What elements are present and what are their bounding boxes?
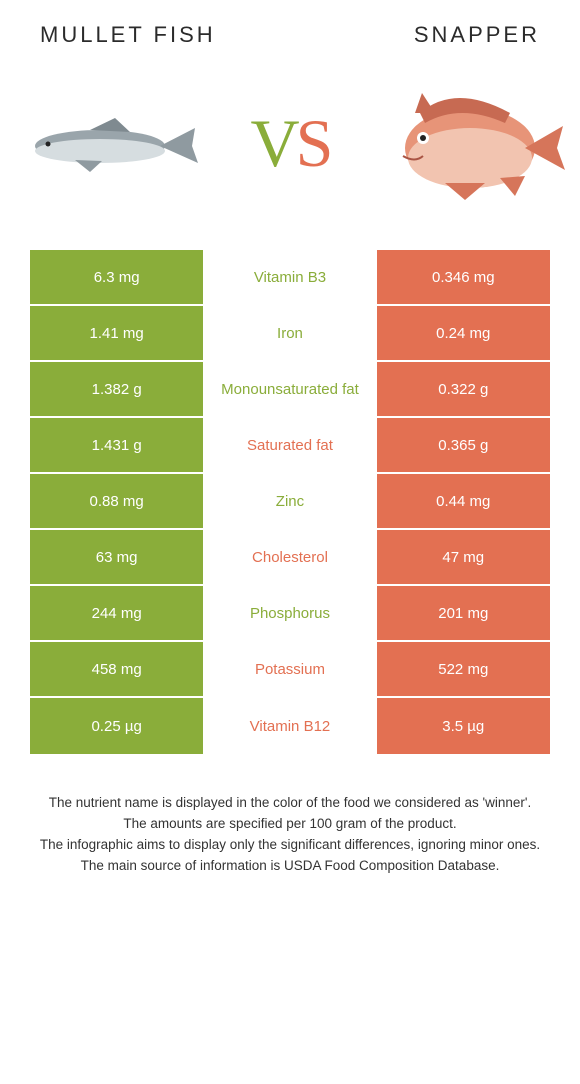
right-value-cell: 0.44 mg [377, 474, 550, 528]
footer-line-4: The main source of information is USDA F… [26, 857, 554, 876]
right-value-cell: 201 mg [377, 586, 550, 640]
nutrient-label-cell: Monounsaturated fat [203, 362, 376, 416]
table-row: 244 mgPhosphorus201 mg [30, 586, 550, 642]
header: Mullet fish Snapper [0, 0, 580, 58]
nutrient-label-cell: Saturated fat [203, 418, 376, 472]
right-food-title: Snapper [414, 22, 540, 48]
right-value-cell: 0.365 g [377, 418, 550, 472]
nutrient-label-cell: Vitamin B12 [203, 698, 376, 754]
left-value-cell: 458 mg [30, 642, 203, 696]
table-row: 63 mgCholesterol47 mg [30, 530, 550, 586]
nutrient-label-cell: Potassium [203, 642, 376, 696]
vs-label: VS [251, 104, 330, 183]
table-row: 0.25 µgVitamin B123.5 µg [30, 698, 550, 754]
right-value-cell: 0.346 mg [377, 250, 550, 304]
nutrient-label-cell: Vitamin B3 [203, 250, 376, 304]
right-value-cell: 522 mg [377, 642, 550, 696]
nutrient-label-cell: Iron [203, 306, 376, 360]
left-value-cell: 6.3 mg [30, 250, 203, 304]
mullet-fish-image [15, 78, 205, 208]
left-value-cell: 244 mg [30, 586, 203, 640]
nutrient-label-cell: Zinc [203, 474, 376, 528]
table-row: 1.41 mgIron0.24 mg [30, 306, 550, 362]
right-value-cell: 3.5 µg [377, 698, 550, 754]
footer-line-1: The nutrient name is displayed in the co… [26, 794, 554, 813]
right-value-cell: 47 mg [377, 530, 550, 584]
left-value-cell: 1.41 mg [30, 306, 203, 360]
footer-line-3: The infographic aims to display only the… [26, 836, 554, 855]
table-row: 1.382 gMonounsaturated fat0.322 g [30, 362, 550, 418]
table-row: 458 mgPotassium522 mg [30, 642, 550, 698]
left-value-cell: 1.431 g [30, 418, 203, 472]
vs-s-letter: S [296, 105, 330, 181]
right-value-cell: 0.322 g [377, 362, 550, 416]
table-row: 6.3 mgVitamin B30.346 mg [30, 250, 550, 306]
nutrient-comparison-table: 6.3 mgVitamin B30.346 mg1.41 mgIron0.24 … [28, 248, 552, 756]
left-value-cell: 1.382 g [30, 362, 203, 416]
table-row: 1.431 gSaturated fat0.365 g [30, 418, 550, 474]
left-value-cell: 0.88 mg [30, 474, 203, 528]
snapper-fish-image [375, 78, 565, 208]
nutrient-label-cell: Cholesterol [203, 530, 376, 584]
right-value-cell: 0.24 mg [377, 306, 550, 360]
vs-v-letter: V [251, 105, 296, 181]
left-food-title: Mullet fish [40, 22, 216, 48]
comparison-hero: VS [0, 58, 580, 248]
left-value-cell: 63 mg [30, 530, 203, 584]
table-row: 0.88 mgZinc0.44 mg [30, 474, 550, 530]
footer-line-2: The amounts are specified per 100 gram o… [26, 815, 554, 834]
nutrient-label-cell: Phosphorus [203, 586, 376, 640]
footer-notes: The nutrient name is displayed in the co… [0, 788, 580, 884]
left-value-cell: 0.25 µg [30, 698, 203, 754]
